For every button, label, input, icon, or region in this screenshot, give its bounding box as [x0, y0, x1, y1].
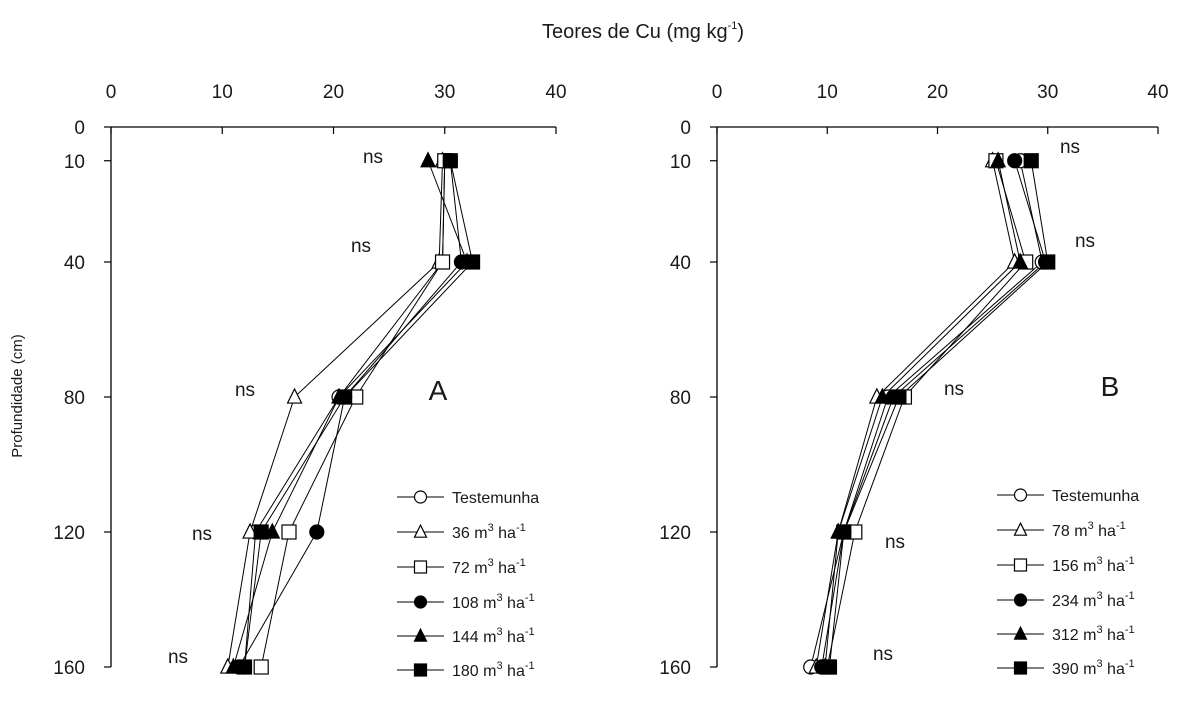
- x-tick-label: 30: [434, 82, 455, 103]
- legend-label: 312 m3 ha-1: [1052, 624, 1135, 644]
- y-tick-label: 0: [74, 118, 85, 139]
- significance-label: ns: [1075, 231, 1095, 252]
- series-line: [826, 160, 1027, 668]
- significance-label: ns: [192, 524, 212, 545]
- y-tick-label: 10: [670, 152, 691, 173]
- data-point: [1007, 153, 1023, 169]
- legend-label: Testemunha: [1052, 488, 1139, 505]
- legend-label: 36 m3 ha-1: [452, 522, 526, 542]
- x-tick-label: 20: [927, 82, 948, 103]
- legend: Testemunha 36 m3 ha-1 72 m3 ha-1 108 m3 ha-…: [397, 490, 539, 680]
- x-tick-label: 10: [817, 82, 838, 103]
- data-point: [1023, 153, 1039, 169]
- legend-label: 108 m3 ha-1: [452, 592, 535, 612]
- data-point: [225, 657, 242, 674]
- data-point: [1013, 661, 1028, 675]
- data-point: [413, 560, 428, 574]
- significance-label: ns: [873, 644, 893, 665]
- data-point: [464, 254, 481, 270]
- panel-letter: B: [1101, 371, 1120, 402]
- x-tick-label: 10: [212, 82, 233, 103]
- data-point: [836, 524, 852, 540]
- data-point: [236, 659, 253, 675]
- significance-label: ns: [1060, 137, 1080, 158]
- y-tick-label: 40: [670, 253, 691, 274]
- significance-label: ns: [351, 236, 371, 257]
- series-line: [810, 160, 1043, 668]
- x-tick-label: 0: [106, 82, 117, 103]
- y-axis-label: Profundidade (cm): [9, 334, 26, 457]
- data-point: [821, 659, 838, 675]
- data-point: [413, 627, 428, 642]
- significance-label: ns: [168, 647, 188, 668]
- y-tick-label: 10: [64, 152, 85, 173]
- y-tick-label: 160: [659, 658, 691, 679]
- data-point: [434, 254, 451, 270]
- data-point: [1013, 488, 1028, 502]
- data-point: [286, 387, 303, 404]
- series-line: [821, 160, 1047, 668]
- data-point: [1013, 593, 1028, 607]
- legend-label: 180 m3 ha-1: [452, 660, 535, 680]
- data-point: [309, 524, 325, 540]
- y-tick-label: 120: [53, 523, 85, 544]
- y-tick-label: 0: [680, 118, 691, 139]
- y-tick-label: 80: [670, 388, 691, 409]
- data-point: [874, 387, 891, 404]
- data-point: [990, 151, 1007, 168]
- data-point: [253, 524, 269, 540]
- legend: Testemunha 78 m3 ha-1 156 m3 ha-1 234 m3 ha…: [997, 488, 1139, 678]
- data-point: [413, 663, 428, 677]
- series-line: [244, 160, 446, 668]
- legend-label: Testemunha: [452, 490, 539, 507]
- legend-label: 72 m3 ha-1: [452, 557, 526, 577]
- data-point: [1013, 625, 1028, 640]
- panel-letter: A: [429, 375, 448, 406]
- data-point: [253, 659, 269, 675]
- legend-label: 156 m3 ha-1: [1052, 555, 1135, 575]
- data-point: [281, 524, 297, 540]
- legend-label: 390 m3 ha-1: [1052, 658, 1135, 678]
- chart-title: Teores de Cu (mg kg-1): [542, 20, 744, 43]
- data-point: [242, 522, 259, 539]
- data-point: [420, 151, 437, 168]
- y-tick-label: 160: [53, 658, 85, 679]
- x-tick-label: 0: [712, 82, 723, 103]
- significance-label: ns: [235, 380, 255, 401]
- data-point: [264, 522, 281, 539]
- data-point: [413, 595, 428, 609]
- x-tick-label: 40: [545, 82, 566, 103]
- x-tick-label: 40: [1147, 82, 1168, 103]
- data-point: [1013, 558, 1028, 572]
- x-tick-label: 20: [323, 82, 344, 103]
- y-tick-label: 120: [659, 523, 691, 544]
- data-point: [413, 490, 428, 504]
- data-point: [413, 523, 428, 538]
- significance-label: ns: [885, 532, 905, 553]
- legend-label: 234 m3 ha-1: [1052, 590, 1135, 610]
- panel-b: 0 10 20 30 40 0 10 40 80 120 160 ns ns ns ns ns B Testemu…: [659, 82, 1168, 679]
- data-point: [891, 389, 907, 405]
- series-line: [815, 160, 1016, 668]
- series-line: [227, 160, 444, 668]
- series-line: [824, 160, 1021, 668]
- panel-a: 0 10 20 30 40 0 10 40 80 120 160 ns ns ns ns ns A Testemu…: [53, 82, 566, 680]
- y-tick-label: 40: [64, 253, 85, 274]
- data-point: [1040, 254, 1056, 270]
- significance-label: ns: [944, 379, 964, 400]
- data-point: [1012, 252, 1029, 269]
- legend-label: 144 m3 ha-1: [452, 626, 535, 646]
- legend-label: 78 m3 ha-1: [1052, 520, 1126, 540]
- y-tick-label: 80: [64, 388, 85, 409]
- data-point: [1013, 521, 1028, 536]
- x-tick-label: 30: [1037, 82, 1058, 103]
- data-point: [442, 153, 458, 169]
- data-point: [337, 389, 353, 405]
- significance-label: ns: [363, 147, 383, 168]
